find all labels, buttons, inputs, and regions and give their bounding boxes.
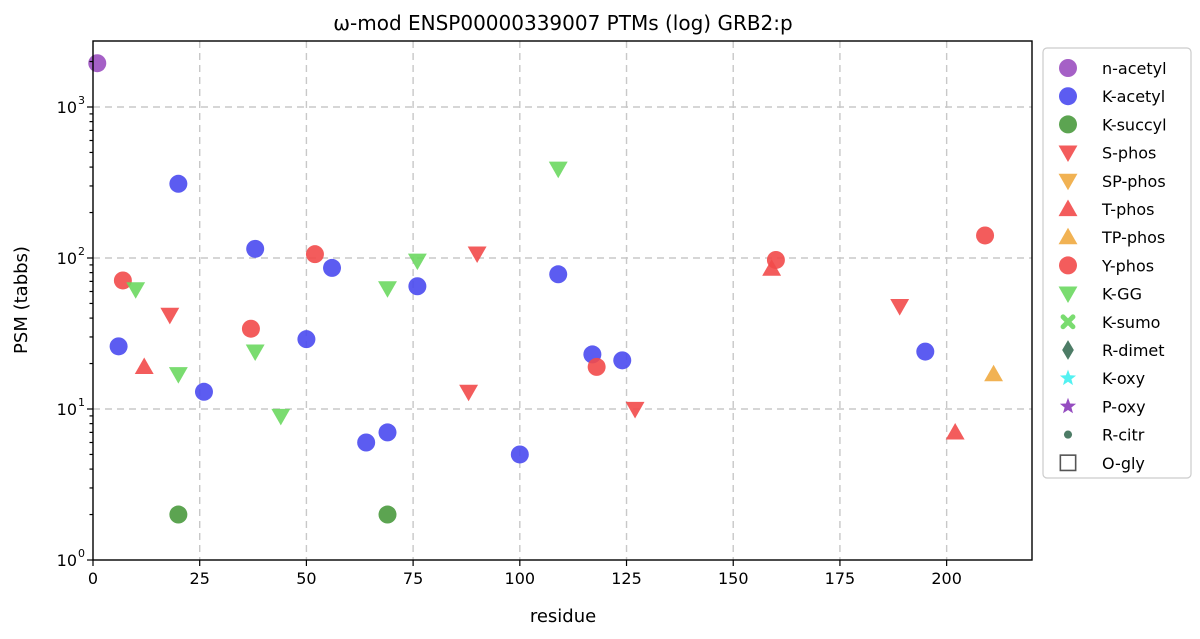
- legend-label: K-oxy: [1102, 369, 1145, 388]
- data-point-S-phos: [625, 401, 645, 419]
- x-tick-label: 200: [931, 569, 962, 588]
- legend-marker-S-phos: [1058, 145, 1078, 163]
- data-point-K-acetyl: [194, 382, 213, 401]
- legend-label: K-sumo: [1102, 313, 1160, 332]
- legend: n-acetyl K-acetyl K-succyl S-phos SP-phos T-p…: [1042, 47, 1192, 479]
- data-point-K-GG: [548, 161, 568, 179]
- legend-label: R-dimet: [1102, 341, 1165, 360]
- legend-label: K-succyl: [1102, 115, 1167, 134]
- x-tick-label: 100: [505, 569, 536, 588]
- data-point-K-GG: [407, 253, 427, 271]
- legend-label: K-acetyl: [1102, 87, 1165, 106]
- data-point-K-acetyl: [378, 423, 397, 442]
- data-point-K-GG: [126, 282, 146, 299]
- legend-label: S-phos: [1102, 144, 1156, 163]
- legend-label: n-acetyl: [1102, 59, 1167, 78]
- data-point-K-GG: [245, 344, 265, 362]
- data-point-K-acetyl: [323, 258, 342, 277]
- legend-marker-R-dimet: [1062, 340, 1074, 360]
- data-point-K-GG: [168, 367, 188, 384]
- legend-marker-P-oxy: [1059, 397, 1077, 414]
- data-point-S-phos: [467, 246, 487, 264]
- legend-label: O-gly: [1102, 454, 1145, 473]
- data-point-K-GG: [271, 408, 291, 426]
- y-tick-label: 10: [57, 98, 77, 117]
- data-point-K-acetyl: [408, 277, 427, 296]
- data-point-n-acetyl: [88, 54, 107, 73]
- data-point-K-acetyl: [510, 445, 529, 464]
- legend-marker-T-phos: [1058, 199, 1078, 217]
- legend-label: K-GG: [1102, 285, 1142, 304]
- legend-marker-O-gly: [1059, 454, 1077, 472]
- data-points: [88, 54, 1004, 524]
- y-tick-exponent: 3: [78, 94, 85, 107]
- chart-title: ω-mod ENSP00000339007 PTMs (log) GRB2:p: [333, 11, 792, 35]
- legend-marker-K-GG: [1058, 286, 1078, 304]
- legend-marker-R-citr: [1063, 430, 1073, 439]
- data-point-S-phos: [160, 307, 180, 325]
- x-tick-label: 175: [825, 569, 856, 588]
- data-point-K-acetyl: [246, 239, 265, 258]
- legend-label: T-phos: [1101, 200, 1155, 219]
- y-tick-label: 10: [57, 551, 77, 570]
- x-tick-label: 25: [190, 569, 210, 588]
- data-point-K-succyl: [169, 505, 188, 524]
- legend-marker-n-acetyl: [1059, 59, 1077, 77]
- data-point-T-phos: [134, 357, 154, 374]
- legend-marker-K-sumo: [1060, 314, 1076, 330]
- data-point-Y-phos: [241, 319, 260, 338]
- legend-label: P-oxy: [1102, 397, 1146, 416]
- legend-box: [1042, 47, 1192, 479]
- data-point-T-phos: [945, 422, 965, 440]
- legend-marker-K-succyl: [1059, 115, 1077, 134]
- y-tick-label: 10: [57, 400, 77, 419]
- y-tick-exponent: 1: [78, 396, 85, 409]
- x-tick-label: 75: [403, 569, 423, 588]
- x-tick-label: 125: [611, 569, 642, 588]
- plot-frame: [92, 40, 1033, 561]
- legend-marker-K-oxy: [1059, 369, 1077, 386]
- data-point-TP-phos: [984, 364, 1004, 382]
- x-tick-label: 0: [88, 569, 98, 588]
- grid-lines: [93, 41, 1032, 560]
- legend-marker-K-acetyl: [1059, 87, 1077, 106]
- legend-label: SP-phos: [1102, 172, 1166, 191]
- data-point-S-phos: [890, 299, 910, 316]
- y-tick-exponent: 2: [78, 245, 85, 258]
- data-point-S-phos: [459, 384, 479, 402]
- x-tick-label: 150: [718, 569, 749, 588]
- data-point-K-acetyl: [613, 351, 632, 370]
- data-point-Y-phos: [305, 245, 324, 264]
- data-point-K-acetyl: [549, 265, 568, 284]
- legend-marker-Y-phos: [1059, 256, 1077, 275]
- data-point-K-acetyl: [916, 342, 935, 361]
- data-point-Y-phos: [113, 271, 132, 290]
- data-point-Y-phos: [766, 250, 785, 269]
- data-point-K-acetyl: [169, 174, 188, 193]
- data-point-K-succyl: [378, 505, 397, 524]
- x-axis-label: residue: [530, 606, 596, 627]
- data-point-K-GG: [378, 281, 397, 298]
- y-tick-label: 10: [57, 249, 77, 268]
- data-point-Y-phos: [976, 226, 995, 245]
- legend-label: Y-phos: [1101, 256, 1154, 275]
- legend-label: TP-phos: [1101, 228, 1165, 247]
- data-point-K-acetyl: [297, 330, 316, 349]
- y-tick-exponent: 0: [78, 547, 85, 560]
- data-point-K-acetyl: [357, 433, 376, 452]
- x-tick-label: 50: [296, 569, 316, 588]
- legend-marker-TP-phos: [1058, 227, 1078, 245]
- legend-marker-SP-phos: [1058, 173, 1078, 191]
- data-point-K-acetyl: [109, 337, 128, 356]
- x-axis: 0 25 50 75 100 125 150 175 200: [88, 560, 962, 588]
- data-point-Y-phos: [587, 357, 606, 376]
- y-axis-label: PSM (tabbs): [11, 246, 32, 354]
- legend-label: R-citr: [1102, 426, 1145, 445]
